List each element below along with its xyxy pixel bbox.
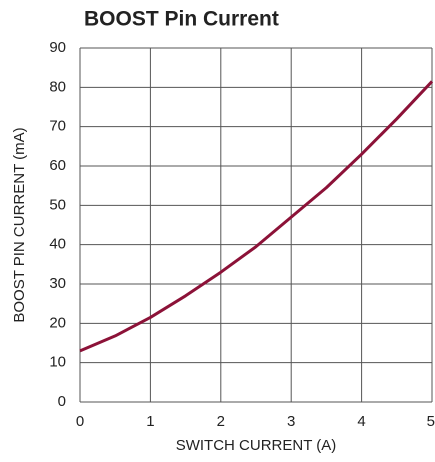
x-tick-label: 2 [217, 413, 225, 430]
y-tick-label: 40 [49, 236, 66, 253]
y-axis-label: BOOST PIN CURRENT (mA) [11, 127, 28, 322]
y-tick-label: 70 [49, 118, 66, 135]
y-tick-label: 10 [49, 354, 66, 371]
x-tick-label: 0 [76, 413, 84, 430]
y-tick-label: 50 [49, 196, 66, 213]
x-axis-label: SWITCH CURRENT (A) [176, 437, 337, 454]
x-tick-label: 1 [146, 413, 154, 430]
line-series [79, 80, 434, 353]
y-tick-label: 20 [49, 314, 66, 331]
x-tick-label: 4 [357, 413, 365, 430]
x-tick-label: 3 [287, 413, 295, 430]
y-tick-label: 30 [49, 275, 66, 292]
x-tick-label: 5 [427, 413, 435, 430]
y-tick-label: 90 [49, 39, 66, 56]
chart-title: BOOST Pin Current [84, 8, 279, 31]
y-tick-label: 60 [49, 157, 66, 174]
y-tick-label: 80 [49, 78, 66, 95]
y-tick-label: 0 [58, 393, 66, 410]
